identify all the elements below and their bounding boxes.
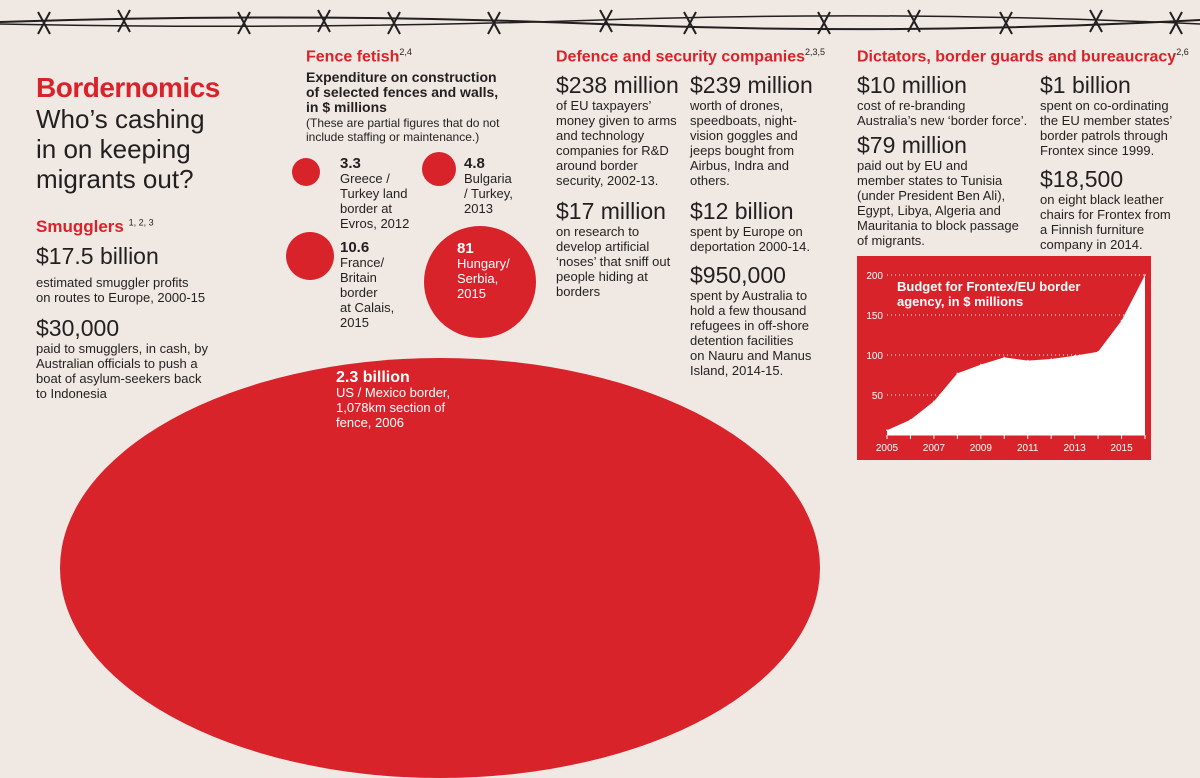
- defence-item-12b: $12 billion spent by Europe on deportatio…: [690, 198, 810, 254]
- chart-x-tick-label: 2005: [876, 443, 899, 454]
- smugglers-desc-2: paid to smugglers, in cash, by Australia…: [36, 341, 208, 401]
- chart-data-point: [1003, 356, 1006, 359]
- defence-item-239m: $239 million worth of drones, speedboats,…: [690, 72, 813, 188]
- fence-item-usmexico: 2.3 billion US / Mexico border, 1,078km …: [336, 369, 451, 431]
- fence-circle-hungary: [424, 226, 536, 338]
- chart-x-tick-label: 2009: [970, 443, 993, 454]
- smugglers-desc-1: estimated smuggler profits on routes to …: [36, 275, 206, 305]
- page-subtitle: Who’s cashing in on keeping migrants out…: [36, 104, 205, 194]
- chart-x-tick-label: 2015: [1110, 443, 1133, 454]
- fence-heading: Fence fetish2,4: [306, 47, 412, 66]
- chart-data-point: [956, 372, 959, 375]
- page-title: Bordernomics: [36, 72, 220, 103]
- dictators-item-79m: $79 million paid out by EU and member sta…: [857, 132, 1019, 248]
- smugglers-value-1: $17.5 billion: [36, 243, 159, 269]
- chart-x-tick-label: 2007: [923, 443, 946, 454]
- fence-intro: Expenditure on construction of selected …: [306, 69, 499, 115]
- defence-item-238m: $238 million of EU taxpayers’ money given…: [556, 72, 679, 188]
- chart-title: Budget for Frontex/EU border agency, in …: [897, 279, 1081, 309]
- defence-heading: Defence and security companies2,3,5: [556, 47, 826, 66]
- chart-data-point: [1073, 355, 1076, 357]
- chart-data-point: [980, 363, 982, 366]
- fence-item-bulgaria: 4.8 Bulgaria / Turkey, 2013: [464, 155, 513, 216]
- fence-item-greece: 3.3 Greece / Turkey land border at Evros…: [340, 155, 410, 231]
- fence-circle-bulgaria: [422, 152, 456, 186]
- chart-y-tick-label: 100: [866, 351, 883, 362]
- fence-circle-greece: [292, 158, 320, 186]
- chart-y-tick-label: 50: [872, 391, 884, 402]
- chart-x-tick-label: 2013: [1064, 443, 1087, 454]
- barbed-wire-icon: [0, 9, 1200, 35]
- chart-data-point: [1050, 358, 1052, 360]
- dictators-heading: Dictators, border guards and bureaucracy…: [857, 47, 1189, 66]
- chart-y-tick-label: 150: [866, 311, 883, 322]
- chart-data-point: [1097, 351, 1099, 353]
- chart-data-point: [1120, 319, 1123, 322]
- chart-data-point: [1026, 359, 1029, 362]
- chart-x-tick-label: 2011: [1017, 443, 1039, 454]
- frontex-chart: 50 100 150 200 2005 2007 2009 2011 2013 2015: [866, 271, 1146, 454]
- smugglers-value-2: $30,000: [36, 315, 120, 341]
- chart-area-series: [887, 275, 1145, 435]
- frontex-chart-panel: 50 100 150 200 2005 2007 2009 2011 2013 2015 Budg…: [857, 256, 1151, 460]
- smugglers-heading: Smugglers 1, 2, 3: [36, 217, 154, 236]
- dictators-item-10m: $10 million cost of re-branding Australia…: [857, 72, 1028, 128]
- fence-circle-france: [286, 232, 334, 280]
- defence-item-17m: $17 million on research to develop artifi…: [556, 198, 671, 299]
- defence-item-950k: $950,000 spent by Australia to hold a few…: [690, 262, 812, 378]
- fence-note: (These are partial figures that do not i…: [306, 116, 500, 144]
- chart-data-point: [909, 419, 912, 421]
- dictators-item-18500: $18,500 on eight black leather chairs for…: [1040, 166, 1171, 252]
- fence-item-hungary: 81 Hungary/ Serbia, 2015: [457, 240, 510, 301]
- smugglers-section: Smugglers 1, 2, 3 $17.5 billion estimate…: [36, 217, 208, 401]
- chart-data-point: [1144, 274, 1146, 276]
- fence-item-france: 10.6 France/ Britain border at Calais, 2…: [340, 239, 395, 330]
- chart-data-point: [933, 400, 935, 403]
- chart-data-point: [886, 429, 888, 431]
- chart-y-tick-label: 200: [866, 271, 883, 282]
- dictators-item-1b: $1 billion spent on co-ordinating the EU …: [1040, 72, 1173, 158]
